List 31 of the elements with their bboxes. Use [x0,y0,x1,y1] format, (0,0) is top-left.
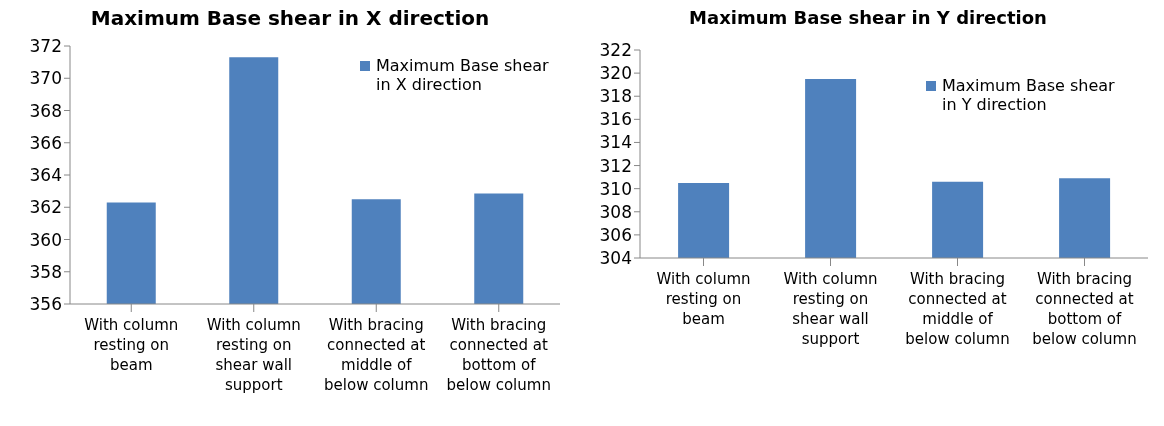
y-tick-label: 310 [599,178,632,199]
y-tick-label: 322 [599,40,632,61]
legend-label: Maximum Base shear in X direction [376,56,550,94]
y-tick-label: 318 [599,86,632,107]
legend-label: Maximum Base shear in Y direction [942,76,1116,114]
y-tick-label: 358 [29,261,62,282]
y-tick-label: 370 [29,68,62,89]
y-tick-label: 356 [29,294,62,315]
x-tick-label: With bracing connected at bottom of below column [1032,270,1137,348]
x-tick-label: With column resting on beam [84,316,179,374]
y-tick-label: 312 [599,155,632,176]
chart-title: Maximum Base shear in X direction [89,5,491,32]
x-tick-label: With column resting on shear wall support [206,316,301,394]
y-tick-label: 372 [29,36,62,57]
x-tick-label: With bracing connected at middle of below column [324,316,429,394]
y-tick-label: 306 [599,224,632,245]
chart-title: Maximum Base shear in Y direction [688,6,1048,30]
y-tick-label: 366 [29,132,62,153]
y-tick-label: 308 [599,201,632,222]
y-tick-label: 364 [29,165,62,186]
y-tick-label: 320 [599,63,632,84]
y-tick-label: 314 [599,132,632,153]
y-tick-label: 362 [29,197,62,218]
x-tick-label: With bracing connected at middle of below column [905,270,1010,348]
x-tick-label: With bracing connected at bottom of below column [446,316,551,394]
y-tick-label: 360 [29,229,62,250]
y-tick-label: 304 [599,248,632,269]
y-tick-label: 368 [29,100,62,121]
x-tick-label: With column resting on beam [656,270,751,328]
y-tick-label: 316 [599,109,632,130]
x-tick-label: With column resting on shear wall support [783,270,878,348]
